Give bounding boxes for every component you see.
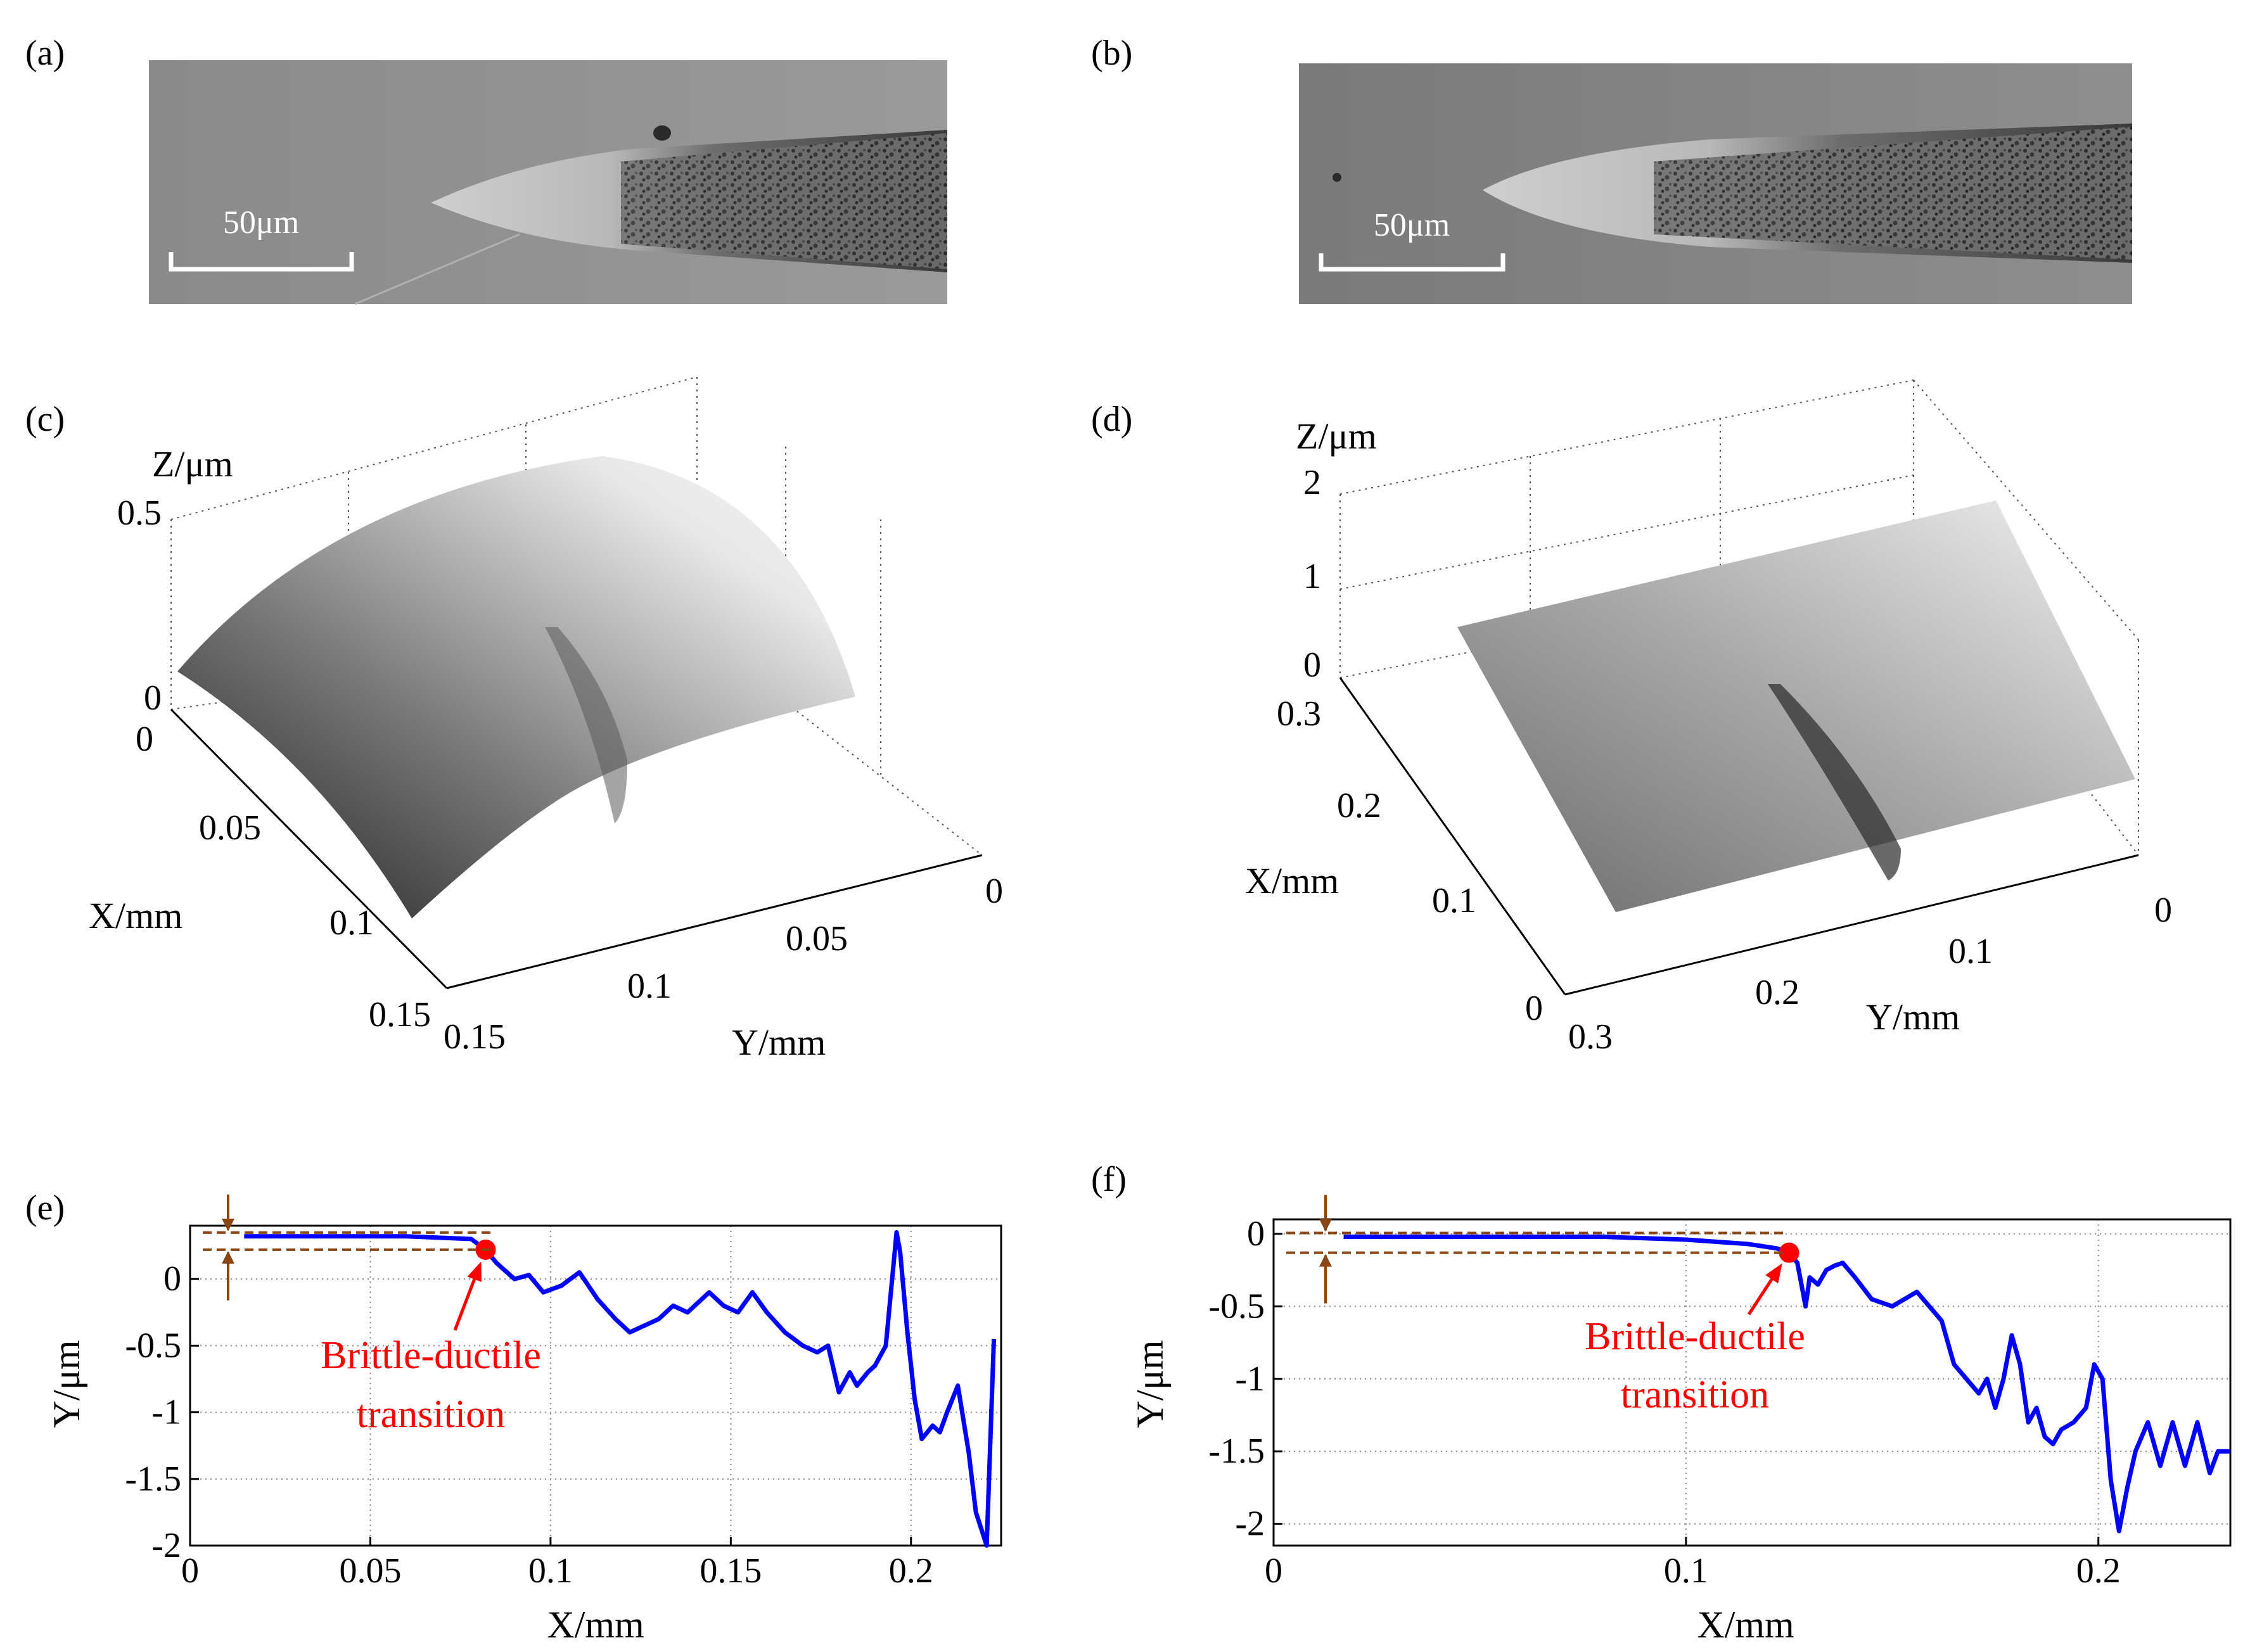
panel-b-label: (b) xyxy=(1091,34,1132,73)
x-tick-label: 0 xyxy=(1265,1551,1282,1591)
panel-d-x-tick: 0 xyxy=(1525,989,1543,1028)
panel-d-y-tick: 0.3 xyxy=(1568,1017,1613,1057)
x-tick-label: 0.1 xyxy=(528,1551,573,1591)
chart-f: 0 0.1 0.2 0 -0.5 -1 -1.5 -2 X/mm Y/μm Brittle-duct… xyxy=(1129,1195,2232,1646)
panel-c: (c) Z/μm 0.5 0 0 0.05 0.1 0.15 X/mm 0.15… xyxy=(25,376,1003,1063)
panel-a: (a) 50μm xyxy=(25,34,947,305)
y-tick-label: -1.5 xyxy=(125,1459,181,1499)
panel-c-y-tick: 0.05 xyxy=(786,919,848,958)
panel-c-label: (c) xyxy=(25,400,65,439)
sem-image-a-fracture-zone xyxy=(621,133,947,269)
panel-d-x-tick: 0.1 xyxy=(1432,881,1476,920)
annotation-text-line1: Brittle-ductile xyxy=(1585,1315,1805,1358)
panel-d-y-tick: 0 xyxy=(2154,891,2172,930)
x-tick-label: 0.05 xyxy=(339,1551,401,1591)
annotation-arrow xyxy=(453,1271,479,1331)
panel-c-z-tick: 0 xyxy=(144,678,162,718)
x-axis-label: X/mm xyxy=(547,1604,644,1646)
panel-c-z-axis-label: Z/μm xyxy=(152,443,233,485)
panel-c-x-tick: 0.15 xyxy=(369,995,431,1034)
panel-c-x-tick: 0 xyxy=(136,720,153,759)
x-tick-label: 0.2 xyxy=(889,1551,933,1591)
bracket-arrowhead-top xyxy=(222,1218,234,1231)
sem-image-b-debris xyxy=(1333,173,1341,182)
axes-d xyxy=(1339,677,2139,996)
panel-d-y-tick: 0.2 xyxy=(1755,973,1799,1012)
scale-bar-a xyxy=(169,252,354,272)
bracket-arrowhead-top xyxy=(1319,1219,1332,1232)
series-line-profile xyxy=(244,1230,997,1548)
y-tick-label: -1.5 xyxy=(1208,1432,1265,1471)
panel-d-z-axis-label: Z/μm xyxy=(1296,416,1377,457)
annotation-text-line2: transition xyxy=(357,1393,505,1436)
y-tick-label: -2 xyxy=(151,1526,181,1565)
panel-e: (e) 0 0.05 0.1 0.15 0.2 0 -0.5 -1 -1.5 -2 X/mm Y/μm… xyxy=(25,1188,1002,1646)
panel-f-label: (f) xyxy=(1091,1160,1127,1199)
panel-a-label: (a) xyxy=(25,34,65,73)
y-tick-label: -1 xyxy=(151,1393,181,1432)
y-tick-label: -0.5 xyxy=(1208,1287,1265,1326)
annotation-text-line1: Brittle-ductile xyxy=(321,1334,541,1377)
surface-c xyxy=(177,456,855,918)
transition-point-marker xyxy=(1779,1242,1799,1263)
x-axis-label: X/mm xyxy=(1697,1604,1794,1646)
sem-image-a-debris xyxy=(653,125,671,141)
panel-d-y-axis-label: Y/mm xyxy=(1866,996,1960,1038)
plot-frame xyxy=(189,1224,1002,1547)
y-tick-label: -1 xyxy=(1235,1359,1265,1399)
panel-c-y-axis-label: Y/mm xyxy=(732,1022,826,1063)
x-tick-label: 0.2 xyxy=(2076,1551,2121,1591)
panel-c-y-tick: 0.15 xyxy=(444,1017,506,1057)
panel-d-x-axis-label: X/mm xyxy=(1245,860,1339,901)
panel-c-x-tick: 0.1 xyxy=(329,903,374,943)
panel-d-label: (d) xyxy=(1091,400,1132,439)
series-line-profile xyxy=(1343,1235,2230,1534)
annotation-arrowhead xyxy=(467,1261,482,1282)
panel-c-y-tick: 0.1 xyxy=(627,967,672,1006)
y-axis-label: Y/μm xyxy=(1129,1340,1171,1428)
surface-d-groove xyxy=(1768,684,1901,880)
panel-d-z-tick: 0 xyxy=(1303,645,1321,685)
sem-image-b-fracture-zone xyxy=(1654,127,2132,260)
sem-image-a-crack xyxy=(354,233,520,305)
y-tick-label: 0 xyxy=(1247,1214,1265,1254)
annotation-arrow xyxy=(1747,1272,1777,1316)
panel-c-y-tick: 0 xyxy=(985,872,1003,911)
y-tick-label: -0.5 xyxy=(125,1326,181,1365)
panel-e-label: (e) xyxy=(25,1188,65,1228)
annotation-text-line2: transition xyxy=(1621,1373,1769,1416)
panel-d-z-tick: 2 xyxy=(1303,463,1321,502)
panel-c-z-tick: 0.5 xyxy=(117,493,162,533)
scale-bar-b-label: 50μm xyxy=(1374,207,1450,243)
panel-d-z-tick: 1 xyxy=(1303,557,1321,596)
x-tick-label: 0.1 xyxy=(1664,1551,1708,1591)
annotation-arrowhead xyxy=(1765,1263,1782,1284)
panel-c-x-axis-label: X/mm xyxy=(89,895,182,936)
panel-f: (f) 0 0.1 0.2 0 -0.5 -1 -1.5 -2 X/mm Y/μm Brittle-… xyxy=(1091,1160,2232,1646)
y-tick-label: 0 xyxy=(163,1259,181,1299)
scale-bar-a-label: 50μm xyxy=(223,205,299,241)
y-axis-label: Y/μm xyxy=(46,1340,87,1428)
chart-e: 0 0.05 0.1 0.15 0.2 0 -0.5 -1 -1.5 -2 X/mm Y/μm Brit… xyxy=(46,1194,1002,1646)
panel-c-x-tick: 0.05 xyxy=(199,808,261,848)
x-tick-label: 0 xyxy=(181,1551,199,1591)
plot-frame xyxy=(1272,1218,2232,1547)
panel-d: (d) Z/μm 2 1 0 0.3 0.2 0.1 0 X/mm 0.3 0.… xyxy=(1091,379,2172,1057)
bracket-arrowhead-bottom xyxy=(1319,1254,1332,1267)
surface-c-groove xyxy=(545,627,627,823)
panel-b: (b) 50μm xyxy=(1091,34,2132,304)
panel-d-y-tick: 0.1 xyxy=(1948,932,1993,971)
panel-d-x-tick: 0.3 xyxy=(1277,694,1321,734)
y-tick-label: -2 xyxy=(1235,1504,1265,1544)
x-tick-label: 0.15 xyxy=(700,1551,762,1591)
bracket-arrowhead-bottom xyxy=(222,1250,234,1264)
axes-c xyxy=(170,708,983,989)
scale-bar-b xyxy=(1319,253,1505,272)
panel-d-x-tick: 0.2 xyxy=(1337,786,1381,825)
